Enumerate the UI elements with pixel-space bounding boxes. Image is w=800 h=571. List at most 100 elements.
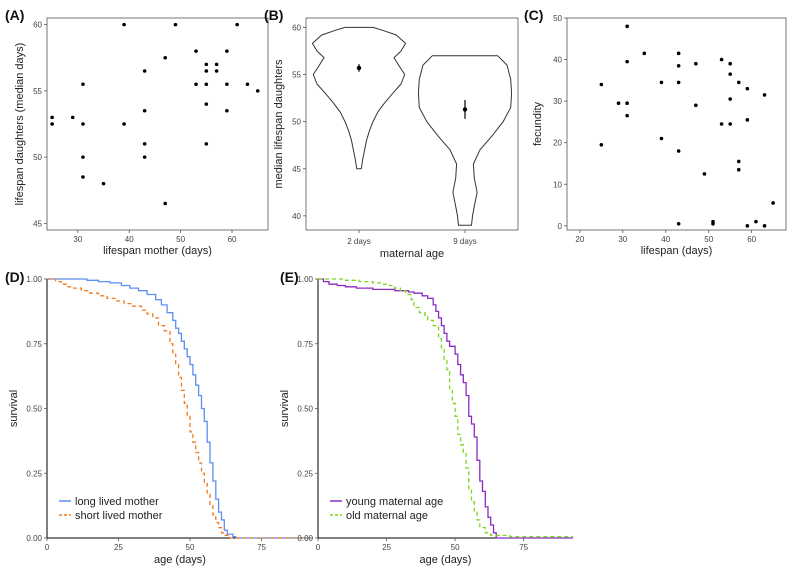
scatter-point [204, 69, 209, 73]
scatter-point [625, 113, 629, 118]
plot-frame [46, 17, 269, 231]
scatter-point [659, 80, 664, 85]
x-tick-label: 9 days [453, 237, 477, 246]
chart-panel-c: (C) 0 10 20 30 40 50 20 30 40 50 60 lifespan (days) f… [524, 7, 787, 257]
y-tick-label: 0.75 [297, 340, 313, 349]
scatter-point [245, 82, 250, 87]
chart-panel-d: (D) 0.00 0.25 0.50 0.75 1.00 0 25 50 75 age (days)… [5, 269, 313, 566]
scatter-point [194, 49, 198, 53]
x-tick-label: 60 [228, 235, 237, 244]
x-tick-label: 0 [45, 543, 50, 552]
scatter-point [762, 93, 767, 97]
y-axis-title: fecundity [532, 101, 544, 146]
scatter-point [616, 101, 621, 106]
y-tick-label: 45 [33, 219, 42, 228]
x-tick-label: 50 [176, 235, 185, 244]
scatter-point [762, 224, 767, 228]
y-tick-label: 30 [553, 97, 562, 106]
x-tick-label: 0 [316, 543, 321, 552]
y-axis-title: lifespan daughters (median days) [14, 43, 26, 206]
y-tick-label: 0.75 [26, 340, 42, 349]
scatter-point [676, 80, 681, 85]
y-tick-label: 55 [292, 71, 301, 80]
scatter-point [81, 122, 85, 126]
series-line-1 [318, 278, 573, 539]
scatter-point [142, 108, 147, 113]
scatter-point [659, 136, 664, 141]
legend-label: short lived mother [75, 510, 163, 522]
scatter-point [70, 115, 75, 120]
scatter-point [50, 115, 54, 120]
y-axis-title: median lifespan daughters [273, 59, 285, 189]
y-tick-label: 0.50 [26, 405, 42, 414]
scatter-point [702, 172, 707, 176]
x-axis-title: age (days) [154, 554, 206, 566]
scatter-point [204, 142, 209, 146]
y-tick-label: 50 [292, 118, 301, 127]
panel-label: (A) [5, 7, 24, 23]
legend-label: young maternal age [346, 496, 443, 508]
scatter-point [745, 118, 750, 122]
x-tick-label: 30 [618, 235, 627, 244]
y-tick-label: 20 [553, 139, 562, 148]
x-tick-label: 50 [186, 543, 195, 552]
legend-label: old maternal age [346, 510, 428, 522]
plot-frame [305, 17, 519, 231]
series-line-1 [47, 278, 313, 539]
y-tick-label: 60 [33, 21, 42, 30]
x-tick-label: 50 [451, 543, 460, 552]
x-tick-label: 30 [73, 235, 82, 244]
scatter-point [719, 57, 724, 62]
series-line-2 [318, 278, 573, 538]
scatter-point [599, 142, 604, 147]
x-tick-label: 60 [747, 235, 756, 244]
x-axis-title: maternal age [380, 248, 444, 260]
scatter-point [142, 69, 147, 73]
scatter-point [625, 101, 629, 106]
violin-shape [311, 26, 407, 170]
y-tick-label: 0.00 [297, 534, 313, 543]
scatter-point [625, 59, 629, 64]
scatter-point [676, 149, 681, 153]
scatter-point [676, 221, 681, 226]
scatter-point [676, 51, 681, 56]
y-tick-label: 0.00 [26, 534, 42, 543]
chart-panel-b: (B) 40 45 50 55 60 2 days 9 days maternal age med… [264, 7, 519, 260]
scatter-point [711, 221, 715, 226]
panel-label: (D) [5, 269, 24, 285]
scatter-point [204, 82, 209, 87]
panel-label: (C) [524, 7, 543, 23]
y-tick-label: 0 [558, 222, 563, 231]
scatter-point [225, 108, 229, 113]
scatter-point [163, 55, 168, 60]
scatter-point [204, 102, 209, 106]
y-tick-label: 60 [292, 23, 301, 32]
chart-panel-a: (A) 45 50 55 60 30 40 50 60 lifespan mother (days… [5, 7, 269, 257]
scatter-point [736, 80, 741, 85]
scatter-point [728, 61, 732, 66]
y-tick-label: 0.50 [297, 405, 313, 414]
scatter-point [122, 22, 126, 27]
y-tick-label: 0.25 [26, 469, 42, 478]
y-tick-label: 10 [553, 180, 562, 189]
scatter-point [235, 22, 239, 27]
scatter-point [754, 219, 758, 224]
y-tick-label: 55 [33, 87, 42, 96]
x-tick-label: 40 [125, 235, 134, 244]
scatter-point [642, 51, 647, 56]
x-tick-label: 75 [257, 543, 266, 552]
scatter-point [728, 97, 732, 101]
y-tick-label: 45 [292, 165, 301, 174]
x-tick-label: 75 [519, 543, 528, 552]
x-tick-label: 20 [575, 235, 584, 244]
x-tick-label: 2 days [347, 237, 371, 246]
y-tick-label: 40 [292, 212, 301, 221]
x-tick-label: 25 [114, 543, 123, 552]
y-tick-label: 1.00 [26, 275, 42, 284]
scatter-point [694, 61, 698, 66]
scatter-point [214, 62, 219, 67]
scatter-point [225, 82, 229, 87]
scatter-point [122, 122, 126, 126]
scatter-point [736, 167, 741, 172]
